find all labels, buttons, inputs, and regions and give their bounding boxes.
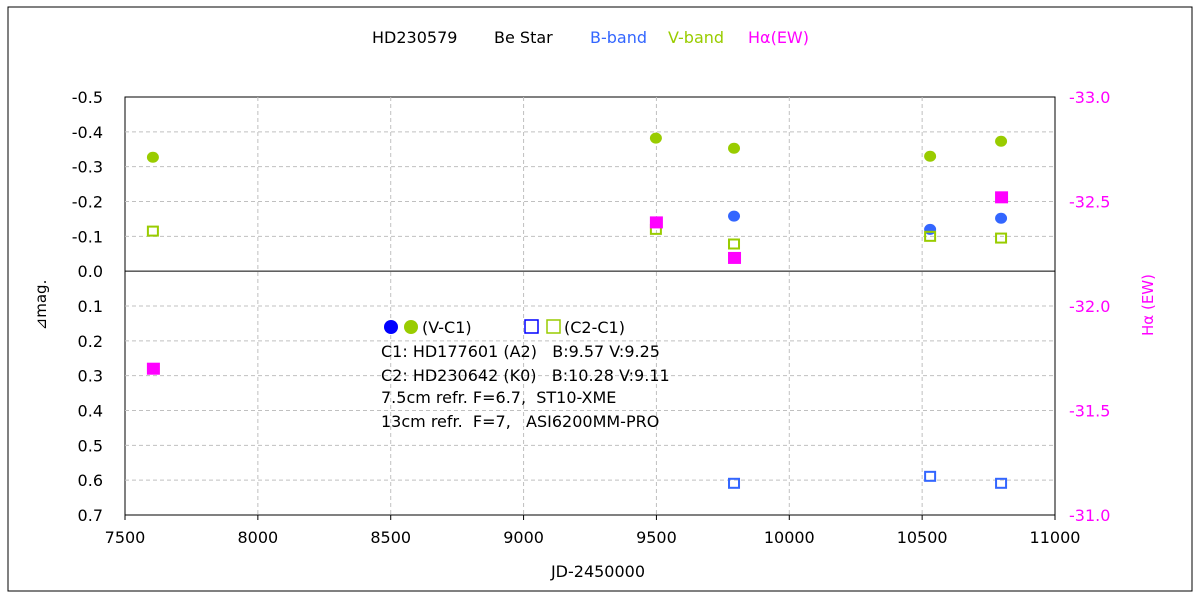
x-tick-label: 8500: [370, 528, 411, 547]
x-tick-label: 7500: [105, 528, 146, 547]
title-b-band: B-band: [590, 28, 647, 47]
y-tick-label: -0.1: [72, 227, 103, 246]
y-tick-label: 0.7: [78, 506, 103, 525]
data-point: [995, 136, 1007, 147]
y-tick-label: -0.4: [72, 123, 103, 142]
data-point: [650, 216, 663, 228]
legend-b-circle-icon: [384, 320, 398, 334]
x-tick-label: 10000: [764, 528, 815, 547]
x-tick-label: 11000: [1030, 528, 1081, 547]
title-star: HD230579: [372, 28, 457, 47]
x-tick-label: 10500: [897, 528, 948, 547]
data-point: [995, 213, 1007, 224]
note-scope1: 7.5cm refr. F=6.7, ST10-XME: [381, 388, 616, 407]
legend-vc1: (V-C1): [422, 318, 472, 337]
y-tick-label: 0.1: [78, 297, 103, 316]
data-point: [728, 252, 741, 264]
chart-container: 7500 8000 8500 9000 9500 10000 10500 11000 -0.5 -…: [0, 0, 1200, 600]
y-tick-label: -0.3: [72, 158, 103, 177]
y2-tick-label: -31.5: [1069, 402, 1110, 421]
x-tick-label: 9000: [503, 528, 544, 547]
y2-axis-label: Hα (EW): [1139, 274, 1157, 336]
legend-c2c1: (C2-C1): [564, 318, 625, 337]
y2-tick-label: -33.0: [1069, 88, 1110, 107]
note-c1: C1: HD177601 (A2) B:9.57 V:9.25: [381, 342, 660, 361]
y-tick-label: 0.4: [78, 402, 103, 421]
x-tick-label: 9500: [636, 528, 677, 547]
chart-border: [8, 7, 1192, 591]
y-tick-label: 0.0: [78, 262, 103, 281]
chart-svg: 7500 8000 8500 9000 9500 10000 10500 11000 -0.5 -…: [0, 0, 1200, 600]
title-ha: Hα(EW): [748, 28, 809, 47]
y-tick-label: -0.2: [72, 193, 103, 212]
title-class: Be Star: [494, 28, 553, 47]
note-c2: C2: HD230642 (K0) B:10.28 V:9.11: [381, 366, 670, 385]
legend-v-circle-icon: [404, 320, 418, 334]
note-scope2: 13cm refr. F=7, ASI6200MM-PRO: [381, 412, 659, 431]
y-axis-label: ⊿mag.: [32, 280, 50, 331]
y2-tick-label: -31.0: [1069, 506, 1110, 525]
data-point: [924, 151, 936, 162]
x-tick-label: 8000: [237, 528, 278, 547]
data-point: [728, 143, 740, 154]
y-tick-label: 0.6: [78, 471, 103, 490]
data-point: [728, 211, 740, 222]
data-point: [147, 152, 159, 163]
y-tick-label: -0.5: [72, 88, 103, 107]
y-tick-label: 0.3: [78, 367, 103, 386]
title-v-band: V-band: [668, 28, 724, 47]
y2-tick-label: -32.5: [1069, 193, 1110, 212]
y-tick-label: 0.2: [78, 332, 103, 351]
x-axis-label: JD-2450000: [550, 562, 645, 581]
data-point: [147, 363, 160, 375]
y2-tick-label: -32.0: [1069, 297, 1110, 316]
data-point: [995, 191, 1008, 203]
y-tick-label: 0.5: [78, 436, 103, 455]
data-point: [650, 133, 662, 144]
